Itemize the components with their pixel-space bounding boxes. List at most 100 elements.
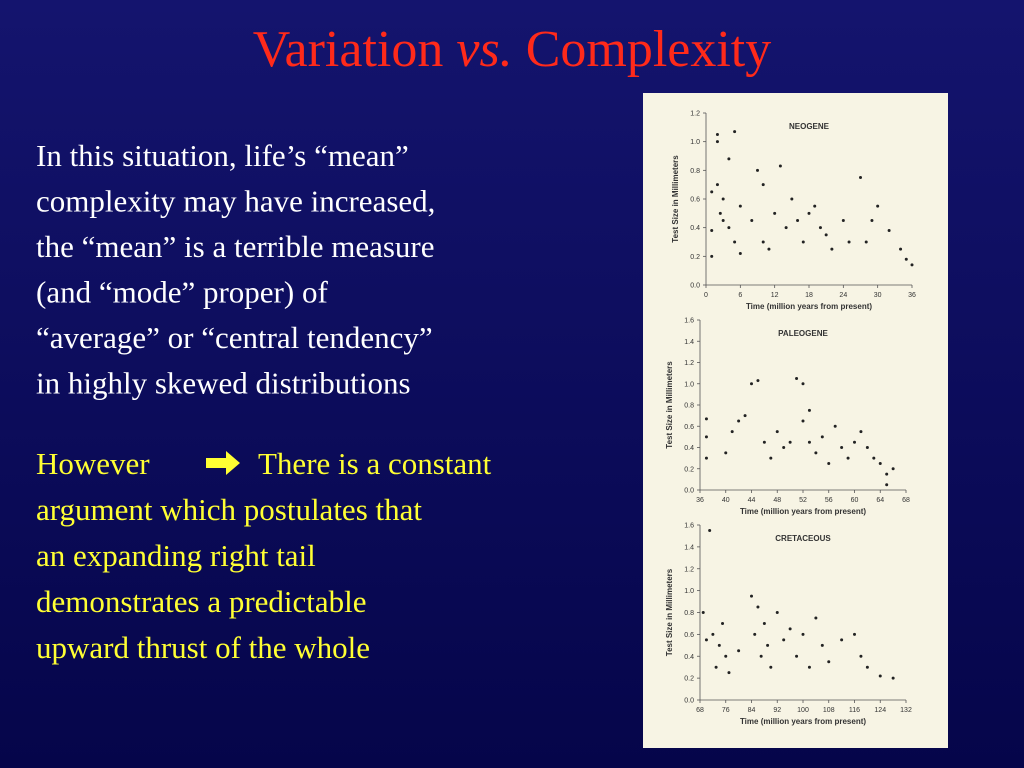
data-point [733, 240, 737, 244]
paragraph-lead: However [36, 446, 150, 481]
paragraph-line: upward thrust of the whole [36, 630, 370, 665]
x-axis-label: Time (million years from present) [740, 717, 866, 726]
data-point [887, 229, 891, 233]
y-tick-label: 1.4 [684, 544, 694, 551]
x-tick-label: 30 [874, 292, 882, 299]
chart-title: NEOGENE [789, 122, 830, 131]
data-point [796, 219, 800, 222]
data-point [859, 176, 862, 179]
title-part: vs. [456, 21, 512, 78]
data-point [847, 240, 851, 244]
data-point [814, 616, 818, 620]
data-point [818, 226, 822, 230]
paragraph-line: There is a constant [258, 446, 492, 481]
x-tick-label: 24 [839, 292, 847, 299]
y-tick-label: 1.0 [684, 381, 694, 388]
data-point [813, 204, 817, 208]
y-axis-label: Test Size in Millimeters [671, 155, 680, 243]
data-point [840, 446, 844, 449]
paragraph-line: demonstrates a predictable [36, 584, 367, 619]
data-point [840, 638, 844, 642]
x-tick-label: 40 [722, 497, 730, 504]
data-point [753, 632, 757, 636]
y-tick-label: 0.2 [684, 466, 694, 473]
x-tick-label: 12 [771, 292, 779, 299]
data-point [715, 183, 719, 187]
data-point [853, 440, 856, 444]
data-point [864, 240, 868, 244]
data-point [750, 594, 753, 598]
data-point [807, 211, 811, 215]
data-point [738, 204, 742, 208]
data-point [801, 382, 805, 386]
data-point [756, 605, 760, 609]
data-point [807, 408, 811, 412]
y-tick-label: 0.4 [690, 225, 700, 232]
data-point [859, 654, 863, 658]
data-point [859, 430, 863, 434]
y-tick-label: 1.6 [684, 523, 694, 530]
data-point [827, 461, 831, 465]
x-tick-label: 36 [696, 497, 704, 504]
y-tick-label: 0.8 [684, 610, 694, 617]
x-axis-label: Time (million years from present) [746, 302, 872, 311]
paragraph-line: complexity may have increased, [36, 184, 435, 219]
y-tick-label: 0.0 [684, 488, 694, 495]
y-tick-label: 1.0 [690, 139, 700, 146]
data-point [737, 419, 741, 423]
data-point [769, 456, 773, 460]
x-tick-label: 68 [902, 497, 910, 504]
x-tick-label: 48 [773, 497, 781, 504]
y-tick-label: 0.8 [690, 168, 700, 175]
y-tick-label: 0.0 [690, 283, 700, 290]
x-tick-label: 68 [696, 707, 704, 714]
data-point [788, 440, 792, 444]
data-point [872, 456, 876, 460]
data-point [790, 197, 794, 201]
figure: 0.0 0.2 0.4 0.6 0.8 1.0 1.2 0 6 12 18 24 30 36 NEOGENE… [665, 111, 916, 727]
x-tick-label: 76 [722, 707, 730, 714]
title-part: Complexity [526, 21, 772, 78]
data-point [704, 417, 708, 421]
y-tick-label: 0.8 [684, 403, 694, 410]
paragraph-line: the “mean” is a terrible measure [36, 229, 435, 264]
y-tick-label: 0.6 [690, 197, 700, 204]
data-point [710, 254, 714, 258]
data-point [721, 219, 725, 222]
data-point [801, 632, 805, 636]
data-point [762, 621, 766, 625]
data-point [778, 164, 782, 168]
data-point [904, 257, 908, 261]
data-point [824, 233, 828, 237]
x-axis-label: Time (million years from present) [740, 507, 866, 516]
data-point [841, 219, 845, 222]
data-point [885, 472, 889, 476]
data-point [737, 649, 741, 653]
y-tick-label: 0.2 [690, 254, 700, 261]
data-point [721, 621, 725, 625]
paragraph-line: in highly skewed distributions [36, 366, 411, 401]
data-point [756, 379, 760, 383]
data-point [717, 643, 721, 647]
data-point [733, 130, 737, 134]
data-point [724, 654, 728, 658]
x-tick-label: 6 [738, 292, 742, 299]
y-axis-label: Test Size in Millimeters [665, 568, 674, 656]
data-point [870, 219, 874, 222]
data-point [738, 251, 742, 255]
slide-title: Variation vs. Complexity [253, 21, 772, 78]
data-point [833, 424, 837, 428]
x-tick-label: 52 [799, 497, 807, 504]
data-point [769, 665, 773, 669]
data-point [807, 665, 811, 669]
data-point [710, 190, 714, 194]
data-point [762, 440, 766, 444]
paragraph: In this situation, life’s “mean” complexi… [36, 138, 435, 401]
data-point [721, 197, 725, 201]
data-point [878, 461, 882, 465]
x-tick-label: 0 [704, 292, 708, 299]
data-point [820, 643, 824, 647]
data-point [750, 382, 753, 386]
data-point [773, 211, 777, 215]
data-point [784, 226, 788, 230]
